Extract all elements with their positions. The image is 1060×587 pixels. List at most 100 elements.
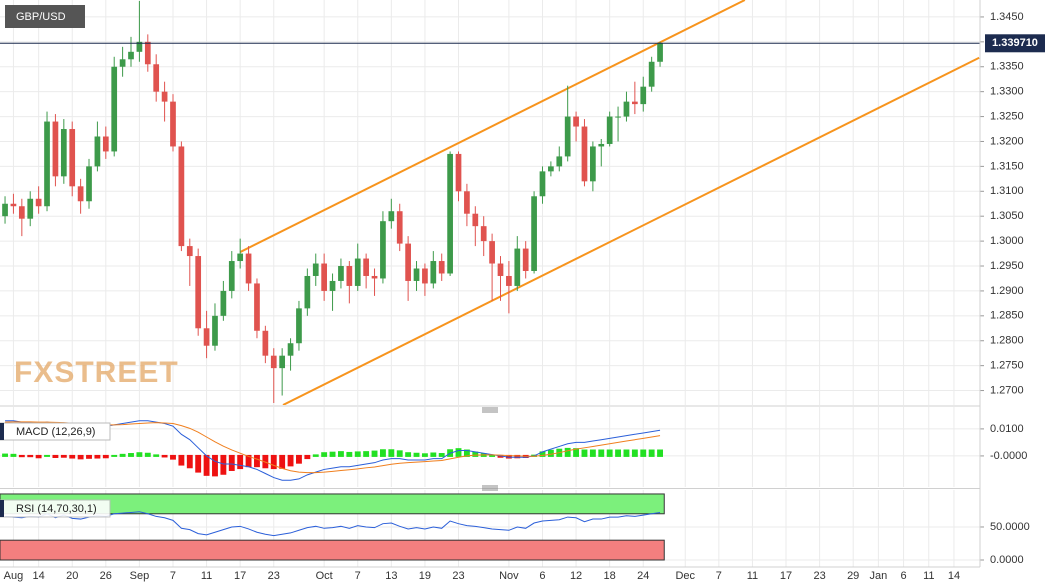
candle-body xyxy=(438,261,445,274)
candle-body xyxy=(514,248,521,286)
histogram-bar xyxy=(640,449,647,457)
histogram-bar xyxy=(379,449,386,457)
histogram-bar xyxy=(212,454,218,477)
candle-body xyxy=(195,256,202,329)
candle-body xyxy=(422,268,428,284)
candle-body xyxy=(170,101,176,147)
histogram-bar xyxy=(312,454,319,457)
candle-body xyxy=(128,51,134,60)
candle-body xyxy=(396,211,403,244)
candle-body xyxy=(430,261,437,284)
candle-body xyxy=(371,275,378,279)
candle-body xyxy=(363,258,369,276)
histogram-bar xyxy=(27,454,34,458)
histogram-bar xyxy=(354,451,361,457)
overlay-layer: Aug 14 20 26 Sep 7 11 17 23 Oct 7 13 19 23 Nov 6 12 18 24 D… xyxy=(0,11,1045,582)
candle-body xyxy=(623,101,630,117)
candle-body xyxy=(564,116,571,157)
histogram-bar xyxy=(153,454,160,457)
x-tick-label: 17 xyxy=(234,570,246,582)
x-tick-label: 24 xyxy=(637,570,649,582)
histogram-bar xyxy=(262,454,269,469)
trend-line xyxy=(282,56,980,405)
histogram-bar xyxy=(388,449,395,457)
price-panel xyxy=(2,0,980,405)
histogram-bar xyxy=(237,454,244,470)
y-tick-label: -0.0000 xyxy=(990,450,1027,462)
candle-body xyxy=(548,166,554,172)
candle-body xyxy=(52,121,59,177)
candle-body xyxy=(573,116,579,127)
histogram-bar xyxy=(581,449,588,457)
x-tick-label: 23 xyxy=(452,570,464,582)
candle-body xyxy=(598,143,605,147)
resize-handle[interactable] xyxy=(482,407,498,413)
x-tick-label: 6 xyxy=(539,570,545,582)
candle-body xyxy=(489,241,495,264)
candle-body xyxy=(556,156,563,167)
candle-body xyxy=(472,213,479,227)
rsi-label: RSI (14,70,30,1) xyxy=(16,503,97,515)
x-tick-label: 11 xyxy=(201,570,212,582)
histogram-bar xyxy=(304,454,311,460)
candle-body xyxy=(522,248,529,271)
candle-body xyxy=(312,263,319,276)
candle-body xyxy=(86,166,92,202)
histogram-bar xyxy=(606,449,613,457)
last-price-label: 1.339710 xyxy=(992,37,1038,49)
histogram-bar xyxy=(18,454,25,458)
histogram-bar xyxy=(10,453,17,457)
candle-body xyxy=(270,355,277,369)
y-tick-label: 1.2850 xyxy=(990,310,1024,322)
histogram-bar xyxy=(363,451,370,457)
candle-body xyxy=(388,211,395,222)
candle-body xyxy=(380,221,386,279)
y-tick-label: 1.3200 xyxy=(990,135,1024,147)
histogram-bar xyxy=(405,452,412,457)
x-tick-label: 23 xyxy=(813,570,825,582)
candle-body xyxy=(632,101,638,105)
symbol-box xyxy=(5,5,85,28)
candle-body xyxy=(186,246,193,257)
histogram-bar xyxy=(287,454,294,467)
rsi-band xyxy=(0,493,665,515)
x-tick-label: 14 xyxy=(33,570,45,582)
histogram-bar xyxy=(296,454,302,464)
rsi-panel xyxy=(0,493,665,561)
histogram-bar xyxy=(119,453,126,457)
candle-body xyxy=(136,41,143,52)
histogram-bar xyxy=(44,454,50,457)
candle-body xyxy=(245,253,252,284)
candle-body xyxy=(144,41,151,65)
histogram-bar xyxy=(438,453,445,457)
candle-body xyxy=(237,253,244,262)
candle-body xyxy=(405,243,411,281)
candle-body xyxy=(464,191,470,214)
candle-body xyxy=(18,206,25,219)
histogram-bar xyxy=(623,449,630,457)
candle-body xyxy=(539,171,546,197)
histogram-bar xyxy=(52,454,59,458)
histogram-bar xyxy=(245,454,252,468)
macd-panel xyxy=(2,420,663,481)
x-tick-label: 20 xyxy=(66,570,78,582)
symbol-label: GBP/USD xyxy=(16,11,66,23)
indicator-label-box xyxy=(0,499,111,518)
candle-body xyxy=(2,203,8,217)
y-tick-label: 1.2900 xyxy=(990,285,1024,297)
candle-body xyxy=(111,66,118,152)
candle-body xyxy=(506,275,512,286)
histogram-bar xyxy=(421,453,428,457)
x-tick-label: 7 xyxy=(355,570,361,582)
resize-handle[interactable] xyxy=(482,485,498,491)
candle-body xyxy=(338,266,344,281)
y-tick-label: 1.3350 xyxy=(990,61,1024,73)
indicator-label-tab xyxy=(0,423,4,440)
last-price-tag xyxy=(985,34,1045,53)
candle-body xyxy=(279,355,286,369)
histogram-bar xyxy=(598,449,605,457)
histogram-bar xyxy=(489,454,496,457)
candle-body xyxy=(606,116,613,144)
histogram-bar xyxy=(413,452,420,457)
histogram-bar xyxy=(94,454,101,459)
